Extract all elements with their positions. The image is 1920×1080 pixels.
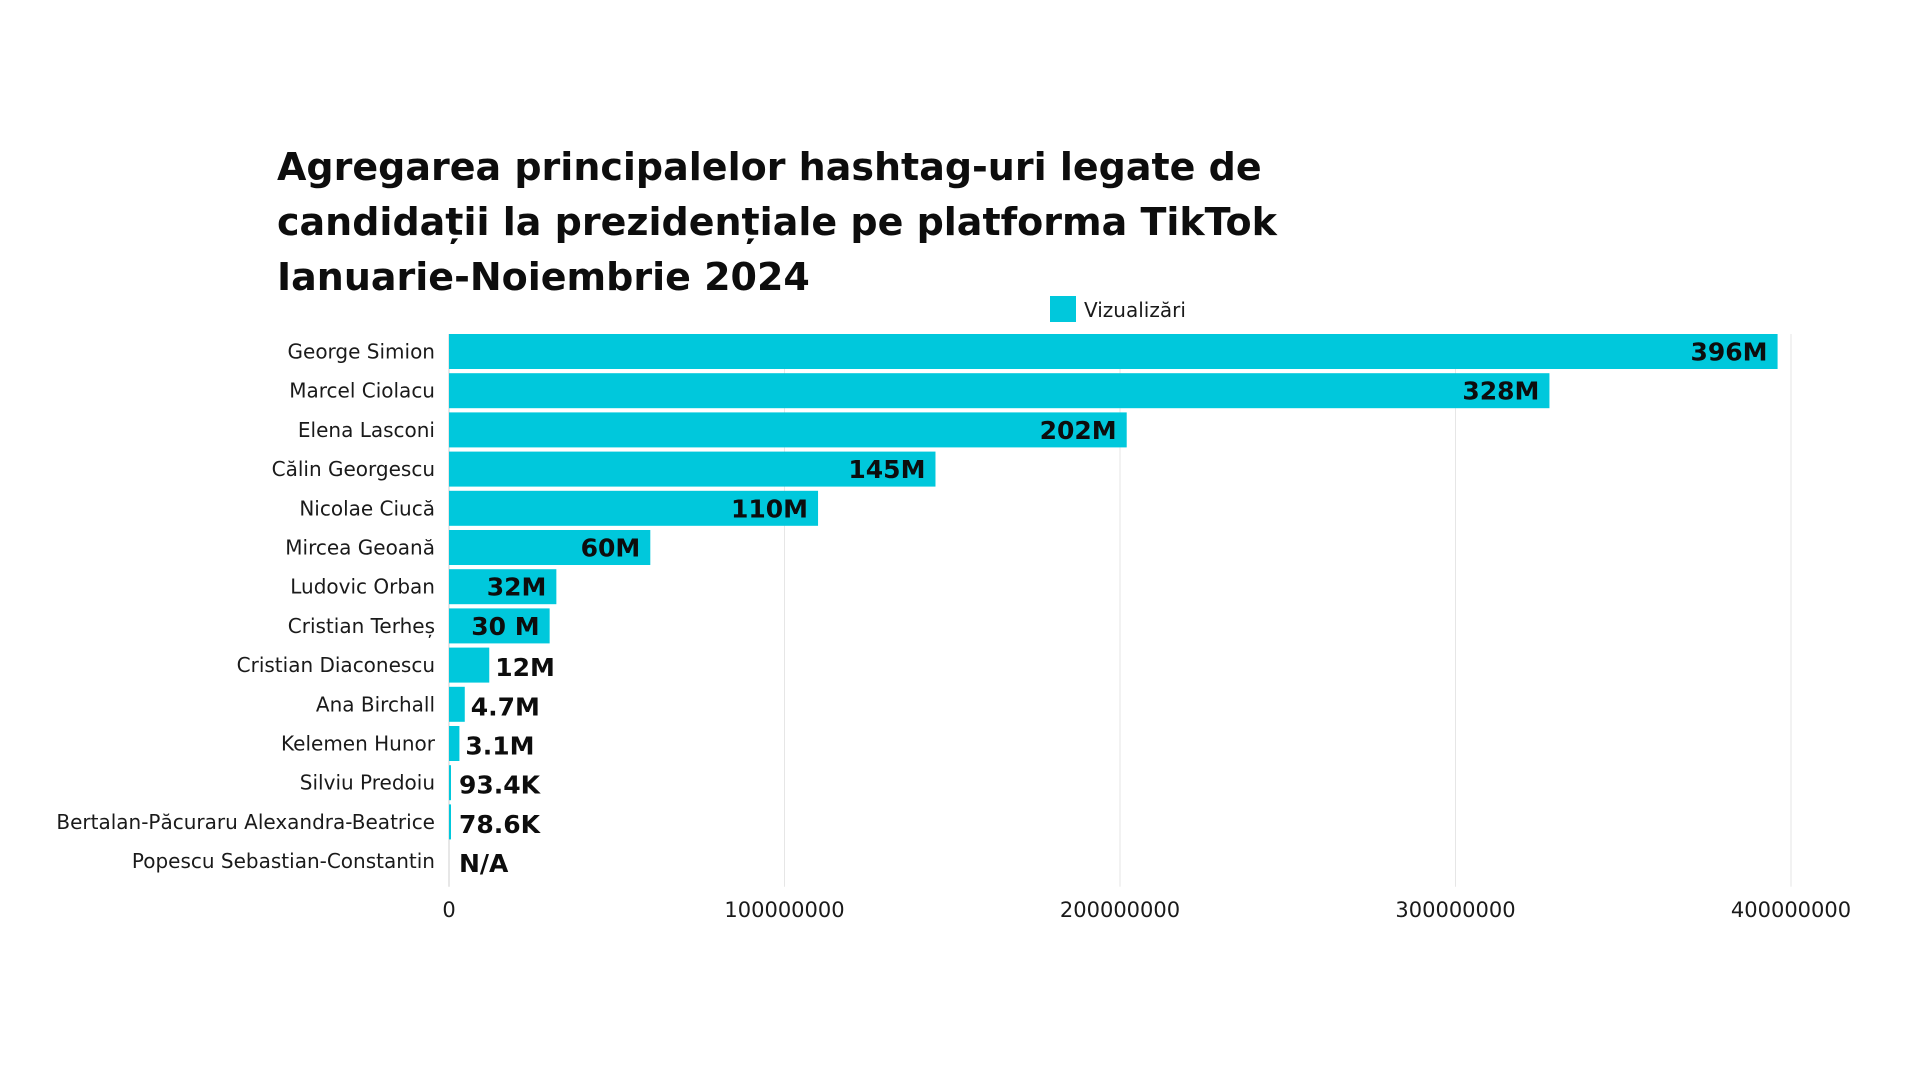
bar <box>449 373 1550 409</box>
category-label: Elena Lasconi <box>298 418 435 442</box>
data-label: 328M <box>1462 377 1539 406</box>
data-label: 202M <box>1040 416 1117 445</box>
legend: Vizualizări <box>1050 296 1186 322</box>
data-label: 93.4K <box>459 771 542 800</box>
data-label: 145M <box>848 455 925 484</box>
bar <box>449 647 490 683</box>
data-label: 12M <box>495 653 555 682</box>
legend-swatch <box>1050 296 1076 322</box>
category-label: Silviu Predoiu <box>300 771 435 795</box>
category-label: Mircea Geoană <box>285 536 435 560</box>
bar <box>449 765 451 801</box>
category-label: Nicolae Ciucă <box>299 496 435 520</box>
x-tick-label: 0 <box>442 898 455 922</box>
bar <box>449 608 550 644</box>
chart-title-line-3: Ianuarie-Noiembrie 2024 <box>277 255 810 299</box>
category-label: Călin Georgescu <box>272 457 435 481</box>
bar <box>449 726 460 761</box>
data-label: 4.7M <box>471 692 540 721</box>
data-label: N/A <box>459 849 509 878</box>
category-labels: George Simion Marcel Ciolacu Elena Lasconi… <box>56 340 435 874</box>
data-label: 110M <box>731 494 808 523</box>
bar <box>449 804 451 840</box>
category-label: Ludovic Orban <box>290 575 435 599</box>
category-label: George Simion <box>288 340 435 364</box>
chart-title-line-2: candidații la prezidențiale pe platforma… <box>277 200 1277 244</box>
bar <box>449 334 1778 369</box>
chart-title: Agregarea principalelor hashtag-uri lega… <box>277 140 1277 305</box>
chart-title-line-1: Agregarea principalelor hashtag-uri lega… <box>277 145 1262 189</box>
x-tick-label: 200000000 <box>1060 898 1180 922</box>
x-tick-label: 400000000 <box>1731 898 1851 922</box>
data-label: 3.1M <box>465 732 534 761</box>
category-label: Cristian Diaconescu <box>237 653 435 677</box>
category-label: Kelemen Hunor <box>281 732 436 756</box>
x-axis-tick-labels: 0 100000000 200000000 300000000 400000000 <box>442 898 1851 922</box>
category-label: Cristian Terheș <box>288 614 435 638</box>
x-tick-label: 100000000 <box>724 898 844 922</box>
data-label: 60M <box>581 534 641 563</box>
bar <box>449 451 936 487</box>
bar <box>449 569 557 605</box>
category-label: Marcel Ciolacu <box>289 379 435 403</box>
data-label: 32M <box>487 573 547 602</box>
data-label: 30 M <box>471 612 539 641</box>
bar <box>449 530 651 565</box>
bar <box>449 686 465 722</box>
category-label: Ana Birchall <box>316 692 435 716</box>
data-label: 78.6K <box>459 810 542 839</box>
bar <box>449 412 1127 448</box>
x-tick-label: 300000000 <box>1395 898 1515 922</box>
category-label: Popescu Sebastian-Constantin <box>132 849 435 873</box>
data-labels: 396M 328M 202M 145M 110M 60M 32M 30 M 12M 4.7M 3.1… <box>459 338 1768 879</box>
category-label: Bertalan-Păcuraru Alexandra-Beatrice <box>56 810 435 834</box>
bar <box>449 490 819 526</box>
legend-label: Vizualizări <box>1084 298 1186 322</box>
bars <box>449 334 1778 840</box>
data-label: 396M <box>1691 338 1768 367</box>
